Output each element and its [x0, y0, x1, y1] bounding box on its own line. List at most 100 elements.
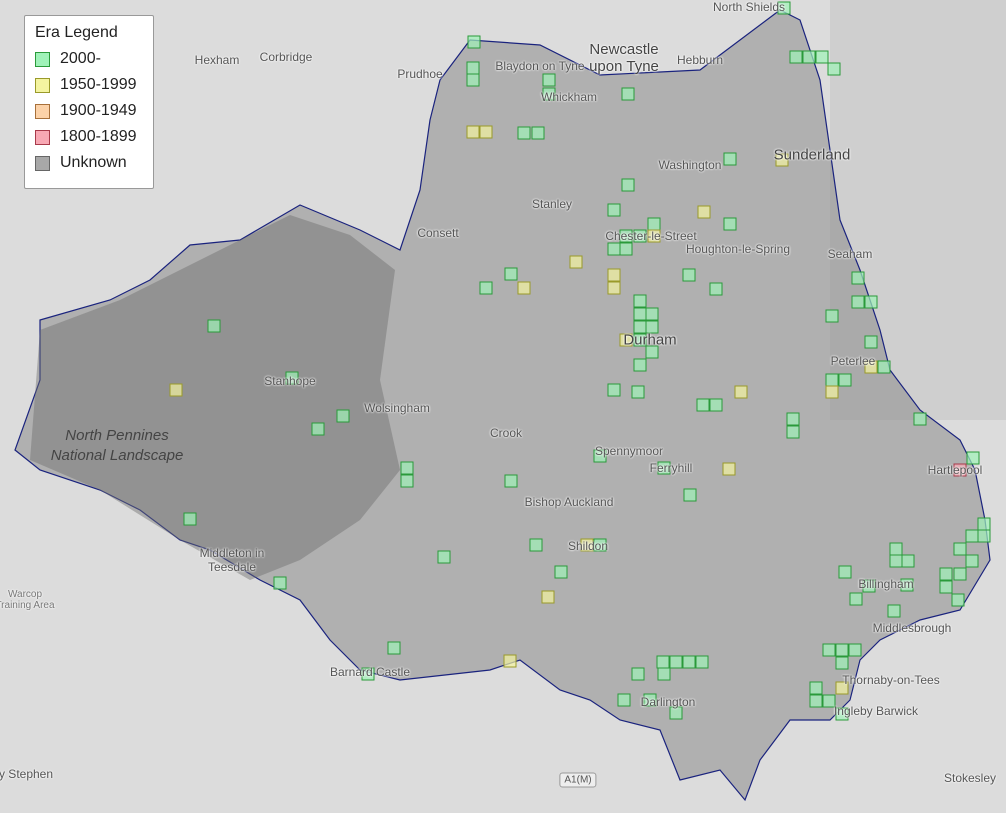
site-marker[interactable]	[542, 87, 556, 101]
site-marker[interactable]	[569, 255, 583, 269]
site-marker[interactable]	[977, 529, 991, 543]
site-marker[interactable]	[517, 126, 531, 140]
site-marker[interactable]	[951, 593, 965, 607]
site-marker[interactable]	[619, 229, 633, 243]
site-marker[interactable]	[777, 1, 791, 15]
site-marker[interactable]	[965, 529, 979, 543]
site-marker[interactable]	[621, 87, 635, 101]
site-marker[interactable]	[864, 335, 878, 349]
site-marker[interactable]	[682, 655, 696, 669]
site-marker[interactable]	[617, 693, 631, 707]
site-marker[interactable]	[633, 307, 647, 321]
site-marker[interactable]	[809, 694, 823, 708]
site-marker[interactable]	[786, 425, 800, 439]
site-marker[interactable]	[657, 667, 671, 681]
site-marker[interactable]	[825, 385, 839, 399]
site-marker[interactable]	[848, 643, 862, 657]
site-marker[interactable]	[822, 643, 836, 657]
site-marker[interactable]	[466, 73, 480, 87]
site-marker[interactable]	[862, 579, 876, 593]
site-marker[interactable]	[696, 398, 710, 412]
site-marker[interactable]	[619, 333, 633, 347]
site-marker[interactable]	[593, 538, 607, 552]
site-marker[interactable]	[838, 373, 852, 387]
site-marker[interactable]	[285, 371, 299, 385]
site-marker[interactable]	[621, 178, 635, 192]
site-marker[interactable]	[682, 268, 696, 282]
site-marker[interactable]	[437, 550, 451, 564]
site-marker[interactable]	[977, 517, 991, 531]
site-marker[interactable]	[786, 412, 800, 426]
site-marker[interactable]	[647, 229, 661, 243]
site-marker[interactable]	[633, 229, 647, 243]
site-marker[interactable]	[669, 655, 683, 669]
site-marker[interactable]	[900, 578, 914, 592]
site-marker[interactable]	[723, 217, 737, 231]
site-marker[interactable]	[709, 282, 723, 296]
site-marker[interactable]	[835, 643, 849, 657]
site-marker[interactable]	[504, 267, 518, 281]
site-marker[interactable]	[953, 542, 967, 556]
site-marker[interactable]	[531, 126, 545, 140]
site-marker[interactable]	[789, 50, 803, 64]
site-marker[interactable]	[965, 554, 979, 568]
site-marker[interactable]	[554, 565, 568, 579]
site-marker[interactable]	[723, 152, 737, 166]
site-marker[interactable]	[953, 463, 967, 477]
site-marker[interactable]	[877, 360, 891, 374]
site-marker[interactable]	[734, 385, 748, 399]
site-marker[interactable]	[336, 409, 350, 423]
site-marker[interactable]	[669, 706, 683, 720]
site-marker[interactable]	[503, 654, 517, 668]
site-marker[interactable]	[466, 61, 480, 75]
site-marker[interactable]	[504, 474, 518, 488]
site-marker[interactable]	[939, 567, 953, 581]
site-marker[interactable]	[827, 62, 841, 76]
site-marker[interactable]	[529, 538, 543, 552]
site-marker[interactable]	[889, 554, 903, 568]
site-marker[interactable]	[631, 667, 645, 681]
site-marker[interactable]	[822, 694, 836, 708]
site-marker[interactable]	[633, 333, 647, 347]
site-marker[interactable]	[645, 307, 659, 321]
site-marker[interactable]	[400, 474, 414, 488]
site-marker[interactable]	[939, 580, 953, 594]
site-marker[interactable]	[913, 412, 927, 426]
site-marker[interactable]	[864, 360, 878, 374]
site-marker[interactable]	[387, 641, 401, 655]
site-marker[interactable]	[607, 203, 621, 217]
site-marker[interactable]	[722, 462, 736, 476]
site-marker[interactable]	[580, 538, 594, 552]
site-marker[interactable]	[864, 295, 878, 309]
site-marker[interactable]	[775, 153, 789, 167]
county-durham-boundary[interactable]	[14, 9, 991, 802]
site-marker[interactable]	[541, 590, 555, 604]
site-marker[interactable]	[593, 449, 607, 463]
site-marker[interactable]	[849, 592, 863, 606]
site-marker[interactable]	[825, 373, 839, 387]
site-marker[interactable]	[466, 125, 480, 139]
site-marker[interactable]	[467, 35, 481, 49]
site-marker[interactable]	[825, 309, 839, 323]
site-marker[interactable]	[207, 319, 221, 333]
site-marker[interactable]	[802, 50, 816, 64]
site-marker[interactable]	[835, 707, 849, 721]
site-marker[interactable]	[479, 281, 493, 295]
site-marker[interactable]	[645, 320, 659, 334]
site-marker[interactable]	[645, 345, 659, 359]
site-marker[interactable]	[889, 542, 903, 556]
site-marker[interactable]	[619, 242, 633, 256]
site-marker[interactable]	[273, 576, 287, 590]
site-marker[interactable]	[966, 451, 980, 465]
site-marker[interactable]	[633, 294, 647, 308]
site-marker[interactable]	[838, 565, 852, 579]
site-marker[interactable]	[851, 295, 865, 309]
site-marker[interactable]	[835, 681, 849, 695]
site-marker[interactable]	[361, 667, 375, 681]
site-marker[interactable]	[517, 281, 531, 295]
site-marker[interactable]	[809, 681, 823, 695]
site-marker[interactable]	[815, 50, 829, 64]
site-marker[interactable]	[607, 268, 621, 282]
site-marker[interactable]	[683, 488, 697, 502]
site-marker[interactable]	[631, 385, 645, 399]
